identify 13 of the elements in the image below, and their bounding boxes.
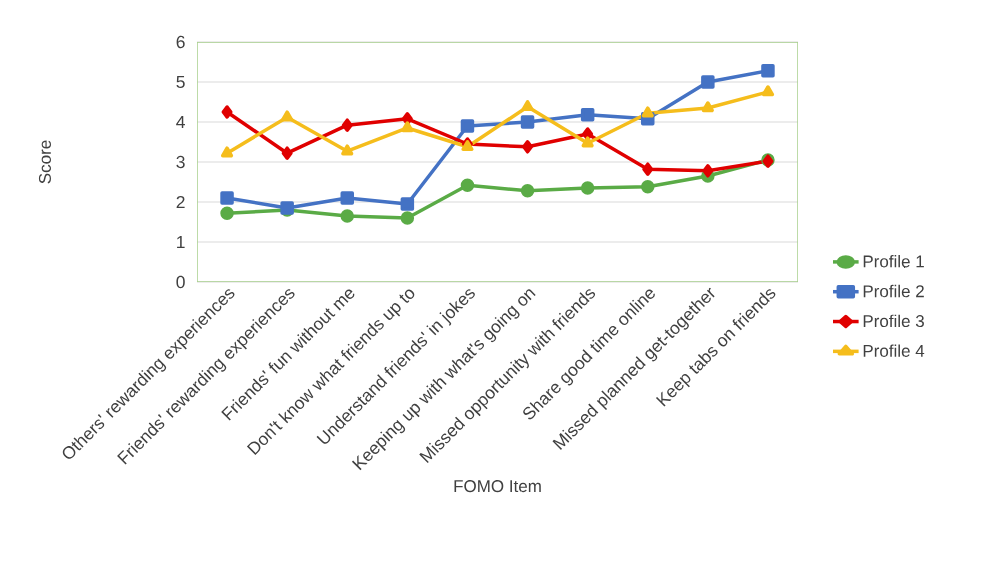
y-tick-label: 4 [176,115,185,129]
y-tick-label: 6 [176,35,185,49]
legend-label: Profile 1 [863,255,924,268]
y-axis-title: Score [38,140,51,184]
y-tick-label: 2 [176,195,185,209]
y-tick-label: 3 [176,155,185,169]
y-tick-label: 1 [177,235,185,249]
legend-label: Profile 2 [863,284,924,298]
y-tick-label: 5 [176,75,185,89]
legend-label: Profile 3 [863,314,924,328]
y-tick-label: 0 [176,275,185,289]
legend-label: Profile 4 [863,344,925,357]
x-axis-title: FOMO Item [454,480,541,493]
